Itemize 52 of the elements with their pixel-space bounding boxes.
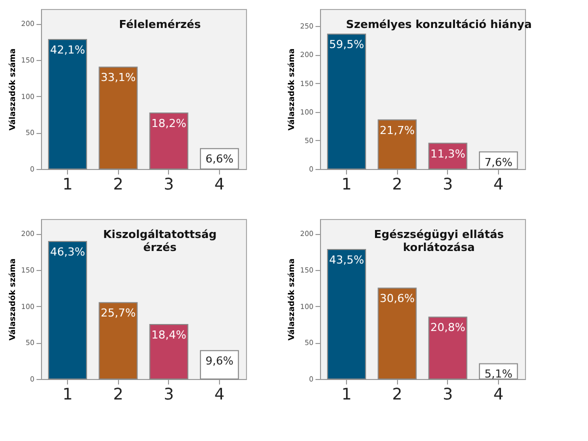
text: Kiszolgáltatottság érzés: [103, 228, 217, 254]
annotation: 5,1%: [484, 368, 512, 381]
bar: [98, 66, 138, 170]
y-axis-title: Válaszadók száma: [287, 258, 296, 340]
annotation: 42,1%: [50, 44, 86, 57]
x-tick-label: 3: [442, 174, 453, 194]
x-tick-label: 4: [493, 174, 504, 194]
bar: [48, 39, 88, 170]
bar: [200, 350, 239, 380]
bar: [378, 119, 417, 170]
x-tick-label: 1: [62, 384, 73, 404]
annotation: 20,8%: [430, 321, 466, 334]
x-tick-label: 4: [493, 384, 504, 404]
x-tick-label: 1: [341, 384, 352, 404]
text: Egészségügyi ellátás korlátozása: [374, 228, 504, 254]
x-tick-label: 3: [164, 174, 174, 194]
annotation: 21,7%: [380, 124, 415, 137]
bar: [48, 241, 88, 380]
x-tick-label: 1: [62, 174, 73, 194]
bar: [149, 112, 188, 170]
annotation: 11,3%: [430, 147, 466, 160]
y-axis-title: Válaszadók száma: [287, 48, 296, 130]
bar: [149, 324, 188, 380]
annotation: 46,3%: [50, 246, 86, 259]
annotation: 43,5%: [329, 254, 364, 267]
bar: [428, 316, 468, 380]
y-axis-title: Válaszadók száma: [8, 48, 18, 130]
text: Félelemérzés: [119, 18, 202, 31]
x-tick-label: 2: [392, 174, 402, 194]
text: Személyes konzultáció hiánya: [346, 18, 532, 31]
annotation: 59,5%: [329, 38, 364, 52]
annotation: 18,2%: [151, 117, 186, 130]
annotation: 18,4%: [151, 328, 186, 342]
x-tick-label: 2: [113, 174, 124, 194]
annotation: 6,6%: [205, 152, 234, 166]
bar: [98, 302, 138, 380]
x-tick-label: 4: [214, 174, 225, 194]
x-tick-label: 2: [392, 384, 402, 404]
bar: [378, 288, 417, 380]
x-tick-label: 3: [442, 384, 453, 404]
x-tick-label: 4: [214, 384, 225, 404]
annotation: 30,6%: [380, 292, 415, 306]
annotation: 9,6%: [205, 354, 234, 368]
annotation: 25,7%: [100, 306, 136, 320]
annotation: 7,6%: [484, 156, 512, 169]
bar: [327, 34, 366, 170]
bar: [327, 249, 366, 380]
x-tick-label: 3: [164, 384, 174, 404]
y-axis-title: Válaszadók száma: [8, 258, 18, 340]
x-tick-label: 1: [341, 174, 352, 194]
x-tick-label: 2: [113, 384, 124, 404]
annotation: 33,1%: [100, 71, 136, 84]
